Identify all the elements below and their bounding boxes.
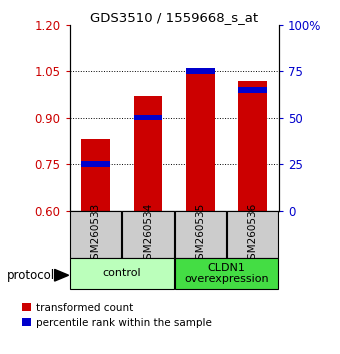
Bar: [175, 211, 226, 258]
Polygon shape: [54, 269, 69, 281]
Title: GDS3510 / 1559668_s_at: GDS3510 / 1559668_s_at: [90, 11, 258, 24]
Bar: [238, 80, 267, 211]
Bar: [186, 71, 215, 211]
Bar: [122, 211, 174, 258]
Bar: [70, 211, 121, 258]
Bar: [134, 115, 163, 120]
Bar: [186, 68, 215, 74]
Bar: [70, 258, 174, 289]
Bar: [175, 258, 278, 289]
Text: GSM260536: GSM260536: [248, 203, 258, 266]
Legend: transformed count, percentile rank within the sample: transformed count, percentile rank withi…: [18, 298, 216, 332]
Bar: [82, 139, 110, 211]
Bar: [238, 87, 267, 93]
Text: protocol: protocol: [7, 269, 55, 282]
Text: GSM260535: GSM260535: [195, 203, 205, 266]
Bar: [82, 161, 110, 167]
Text: control: control: [103, 268, 141, 279]
Bar: [227, 211, 278, 258]
Text: GSM260533: GSM260533: [91, 203, 101, 266]
Bar: [134, 96, 163, 211]
Text: GSM260534: GSM260534: [143, 203, 153, 266]
Text: CLDN1
overexpression: CLDN1 overexpression: [184, 263, 269, 284]
